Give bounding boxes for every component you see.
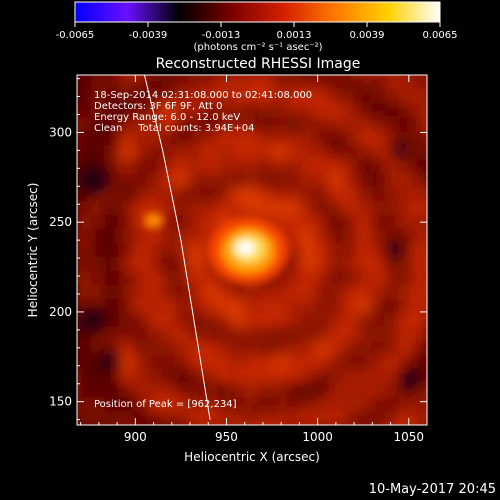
annotation-detectors: Detectors: 3F 6F 9F, Att 0 — [94, 101, 222, 112]
colorbar-ticks: -0.0065 -0.0039 -0.0013 0.0013 0.0039 0.0065 — [56, 22, 458, 41]
info-annotations: 18-Sep-2014 02:31:08.000 to 02:41:08.000… — [94, 90, 312, 134]
source-core — [143, 212, 289, 285]
y-axis-label: Heliocentric Y (arcsec) — [26, 183, 40, 318]
x-tick-label: 1000 — [302, 430, 333, 444]
colorbar-tick-label: 0.0013 — [277, 30, 312, 41]
annotation-total-counts: Clean Total counts: 3.94E+04 — [94, 123, 254, 134]
x-axis: 900 950 1000 1050 — [80, 75, 428, 444]
y-tick-label: 250 — [49, 215, 72, 229]
colorbar-tick-label: -0.0065 — [56, 30, 95, 41]
chart-title: Reconstructed RHESSI Image — [156, 56, 361, 72]
colorbar-tick-label: -0.0039 — [129, 30, 168, 41]
y-tick-label: 300 — [49, 125, 72, 139]
colorbar: -0.0065 -0.0039 -0.0013 0.0013 0.0039 0.0065 … — [56, 1, 458, 53]
colorbar-tick-label: 0.0039 — [350, 30, 385, 41]
footer-date: 10-May-2017 20:45 — [369, 482, 496, 497]
plot-area — [77, 75, 427, 425]
colorbar-tick-label: -0.0013 — [202, 30, 241, 41]
heatmap-image — [77, 75, 427, 425]
x-tick-label: 1050 — [393, 430, 424, 444]
peak-position-label: Position of Peak = [962,234] — [94, 399, 237, 410]
colorbar-bar — [74, 1, 441, 23]
y-axis: 150 200 250 300 — [49, 78, 427, 421]
y-tick-label: 200 — [49, 305, 72, 319]
x-tick-label: 900 — [124, 430, 147, 444]
x-axis-label: Heliocentric X (arcsec) — [184, 450, 320, 464]
annotation-time-range: 18-Sep-2014 02:31:08.000 to 02:41:08.000 — [94, 90, 312, 101]
solar-limb-line — [143, 75, 211, 420]
colorbar-units-label: (photons cm⁻² s⁻¹ asec⁻²) — [193, 42, 322, 53]
annotation-energy-range: Energy Range: 6.0 - 12.0 keV — [94, 112, 240, 123]
colorbar-tick-label: 0.0065 — [423, 30, 458, 41]
x-tick-label: 950 — [215, 430, 238, 444]
plot-frame — [76, 74, 428, 426]
y-tick-label: 150 — [49, 395, 72, 409]
